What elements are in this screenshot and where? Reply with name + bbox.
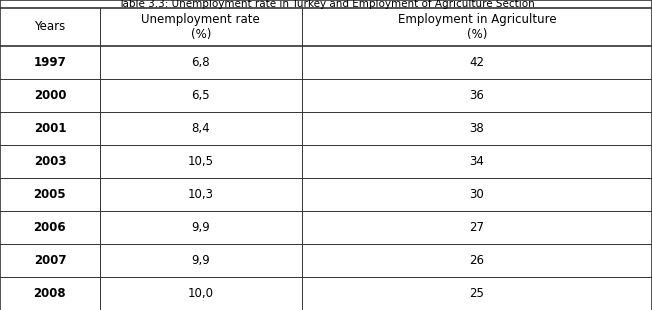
Text: 8,4: 8,4	[192, 122, 210, 135]
Text: 9,9: 9,9	[192, 221, 210, 234]
Text: 2005: 2005	[33, 188, 67, 201]
Text: 1997: 1997	[33, 56, 67, 69]
Text: Years: Years	[35, 20, 65, 33]
Text: 9,9: 9,9	[192, 254, 210, 267]
Text: 2000: 2000	[34, 89, 66, 102]
Text: 10,0: 10,0	[188, 287, 214, 300]
Text: 6,8: 6,8	[192, 56, 210, 69]
Text: 30: 30	[469, 188, 484, 201]
Text: 10,3: 10,3	[188, 188, 214, 201]
Text: 2006: 2006	[33, 221, 67, 234]
Text: 25: 25	[469, 287, 484, 300]
Text: 27: 27	[469, 221, 484, 234]
Text: 42: 42	[469, 56, 484, 69]
Text: 2008: 2008	[33, 287, 67, 300]
Text: 6,5: 6,5	[192, 89, 210, 102]
Text: 10,5: 10,5	[188, 155, 214, 168]
Text: 38: 38	[469, 122, 484, 135]
Text: 2003: 2003	[34, 155, 66, 168]
Text: 2001: 2001	[34, 122, 66, 135]
Text: Table 3.3: Unemployment rate in Turkey and Employment of Agriculture Section: Table 3.3: Unemployment rate in Turkey a…	[117, 0, 535, 9]
Text: 36: 36	[469, 89, 484, 102]
Text: Employment in Agriculture
(%): Employment in Agriculture (%)	[398, 13, 556, 41]
Text: Unemployment rate
(%): Unemployment rate (%)	[141, 13, 260, 41]
Text: 26: 26	[469, 254, 484, 267]
Text: 34: 34	[469, 155, 484, 168]
Text: 2007: 2007	[34, 254, 66, 267]
